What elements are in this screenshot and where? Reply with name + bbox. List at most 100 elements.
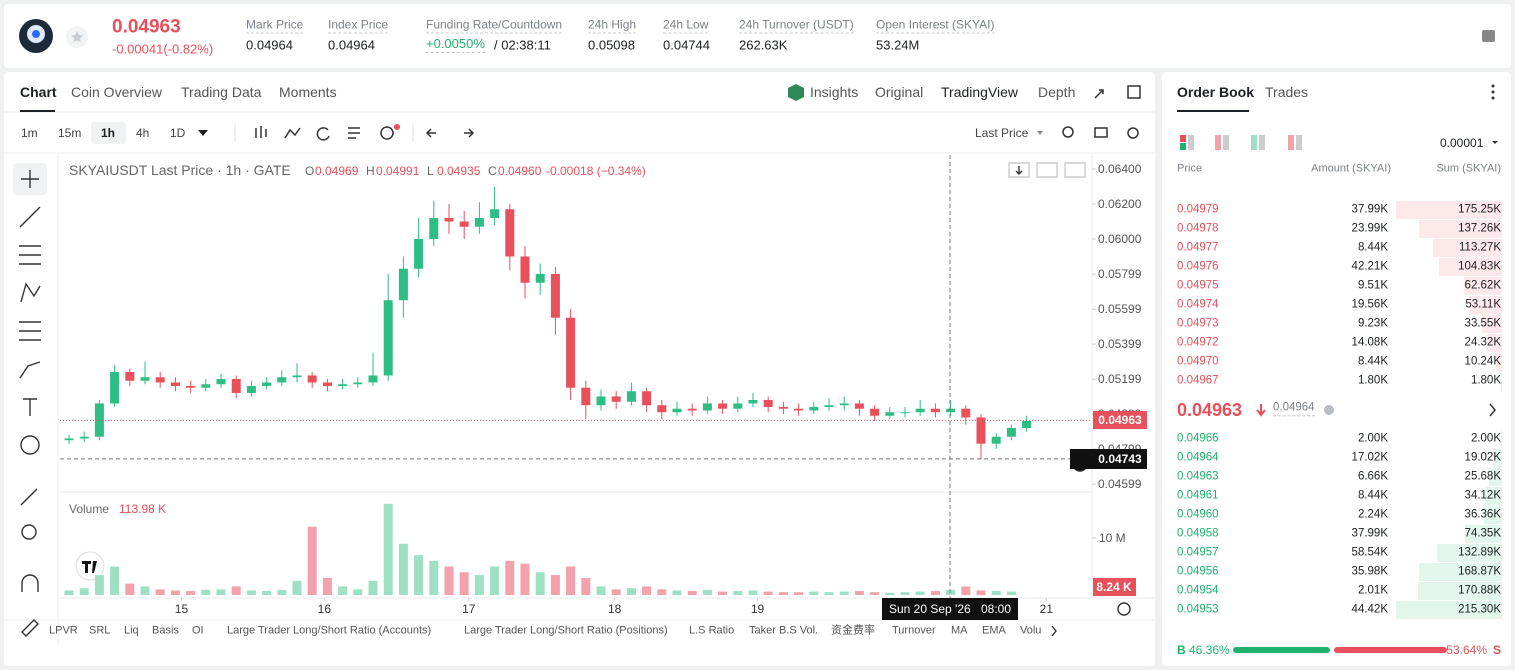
candle-body xyxy=(535,273,545,283)
crosshair-tool[interactable] xyxy=(21,170,39,188)
price-source-arrow[interactable] xyxy=(1037,131,1043,135)
view-icon[interactable] xyxy=(1259,135,1265,150)
expand-icon[interactable] xyxy=(1094,89,1104,99)
chart-tab[interactable]: Trading Data xyxy=(181,84,262,100)
order-price[interactable]: 0.04954 xyxy=(1177,584,1219,597)
menu-dot[interactable] xyxy=(1491,90,1495,94)
emoji-tool[interactable] xyxy=(20,435,40,455)
indicator-tab[interactable]: LPVR xyxy=(49,624,78,637)
order-price[interactable]: 0.04960 xyxy=(1177,508,1219,521)
order-price[interactable]: 0.04957 xyxy=(1177,546,1219,559)
header-icon[interactable] xyxy=(1482,30,1495,42)
menu-dot[interactable] xyxy=(1491,84,1495,88)
order-price[interactable]: 0.04974 xyxy=(1177,298,1219,311)
interval[interactable]: 1h xyxy=(101,126,116,140)
precision-select[interactable]: 0.00001 xyxy=(1440,136,1484,150)
indicator-tab[interactable]: Volu xyxy=(1020,624,1042,637)
window-icon[interactable] xyxy=(1127,85,1141,99)
y-tick-label: 0.05399 xyxy=(1098,337,1142,352)
view-icon[interactable] xyxy=(1180,135,1186,142)
view-icon[interactable] xyxy=(1215,135,1221,150)
alert-icon[interactable] xyxy=(380,126,394,140)
indicator-tab[interactable]: Liq xyxy=(124,624,139,637)
order-price[interactable]: 0.04979 xyxy=(1177,203,1219,216)
price-source[interactable]: Last Price xyxy=(975,126,1029,140)
order-price[interactable]: 0.04963 xyxy=(1177,470,1219,483)
indicator-tab[interactable]: MA xyxy=(951,624,968,637)
undo-icon[interactable] xyxy=(425,128,436,138)
chart-tab[interactable]: Chart xyxy=(20,84,57,100)
view-icon[interactable] xyxy=(1288,135,1294,150)
order-price[interactable]: 0.04976 xyxy=(1177,260,1219,273)
settings-icon[interactable] xyxy=(1117,602,1131,616)
projection-tool[interactable] xyxy=(19,321,41,341)
chart-tab[interactable]: Coin Overview xyxy=(71,84,163,100)
indicator-tab[interactable]: SRL xyxy=(89,624,111,637)
precision-arrow[interactable] xyxy=(1492,141,1498,144)
menu-dot[interactable] xyxy=(1491,96,1495,100)
template-icon[interactable] xyxy=(348,127,360,139)
order-price[interactable]: 0.04966 xyxy=(1177,432,1219,445)
order-price[interactable]: 0.04953 xyxy=(1177,603,1219,616)
order-price[interactable]: 0.04964 xyxy=(1177,451,1219,464)
order-price[interactable]: 0.04975 xyxy=(1177,279,1219,292)
candle-type-icon[interactable] xyxy=(255,126,267,138)
scroll-right-icon[interactable] xyxy=(1051,625,1057,637)
snapshot-icon[interactable] xyxy=(1094,127,1108,138)
indicator-tab[interactable]: OI xyxy=(192,624,204,637)
legend-buttons[interactable] xyxy=(1008,162,1086,178)
replay-icon[interactable] xyxy=(316,127,330,141)
magnet-tool[interactable] xyxy=(21,574,39,592)
order-price[interactable]: 0.04973 xyxy=(1177,317,1219,330)
search-icon[interactable] xyxy=(1062,126,1074,138)
brush-tool[interactable] xyxy=(19,361,41,379)
indicator-icon[interactable] xyxy=(284,127,301,139)
chart-tab[interactable]: Moments xyxy=(279,84,337,100)
indicator-tab[interactable]: Basis xyxy=(152,624,179,637)
interval[interactable]: 1m xyxy=(21,126,38,140)
view-tab[interactable]: Original xyxy=(875,84,924,100)
trades-tab[interactable]: Trades xyxy=(1265,84,1309,100)
view-icon[interactable] xyxy=(1296,135,1302,150)
indicator-tab[interactable]: Taker B.S Vol. xyxy=(749,624,819,637)
pattern-tool[interactable] xyxy=(20,282,41,303)
zoom-tool[interactable] xyxy=(21,524,37,540)
measure-tool[interactable] xyxy=(20,488,38,506)
order-price[interactable]: 0.04972 xyxy=(1177,336,1219,349)
indicator-tab[interactable]: Turnover xyxy=(892,624,936,637)
order-book-tab[interactable]: Order Book xyxy=(1177,84,1255,100)
indicator-tab[interactable]: EMA xyxy=(982,624,1006,637)
view-tab[interactable]: Depth xyxy=(1038,84,1076,100)
line-tool[interactable] xyxy=(19,206,41,228)
indicator-tab[interactable]: L.S Ratio xyxy=(689,624,735,637)
view-icon[interactable] xyxy=(1180,143,1186,150)
order-price[interactable]: 0.04978 xyxy=(1177,222,1219,235)
indicator-tab[interactable]: Large Trader Long/Short Ratio (Positions… xyxy=(464,624,668,637)
order-price[interactable]: 0.04956 xyxy=(1177,565,1219,578)
view-icon[interactable] xyxy=(1223,135,1229,150)
text-tool[interactable] xyxy=(23,398,37,416)
view-tab[interactable]: TradingView xyxy=(941,84,1019,100)
view-icon[interactable] xyxy=(1188,135,1194,150)
order-price[interactable]: 0.04967 xyxy=(1177,374,1219,387)
order-price[interactable]: 0.04970 xyxy=(1177,355,1219,368)
more-arrow[interactable] xyxy=(1489,403,1496,417)
interval[interactable]: 15m xyxy=(58,126,82,140)
candle-body xyxy=(520,256,530,283)
indicator-tab[interactable]: Large Trader Long/Short Ratio (Accounts) xyxy=(227,624,432,637)
view-tab[interactable]: Insights xyxy=(810,84,859,100)
redo-icon[interactable] xyxy=(464,128,475,138)
order-price[interactable]: 0.04961 xyxy=(1177,489,1219,502)
indicator-tab[interactable]: 资金费率 xyxy=(831,624,875,637)
order-price[interactable]: 0.04958 xyxy=(1177,527,1219,540)
depth-bar xyxy=(1501,430,1502,448)
interval[interactable]: 4h xyxy=(136,126,150,140)
dropdown-icon[interactable] xyxy=(198,130,208,136)
settings-icon[interactable] xyxy=(1127,127,1139,139)
candle-body xyxy=(961,408,971,418)
fib-tool[interactable] xyxy=(19,245,41,265)
lock-tool[interactable] xyxy=(21,619,39,637)
view-icon[interactable] xyxy=(1251,135,1257,150)
interval[interactable]: 1D xyxy=(170,126,186,140)
order-price[interactable]: 0.04977 xyxy=(1177,241,1219,254)
